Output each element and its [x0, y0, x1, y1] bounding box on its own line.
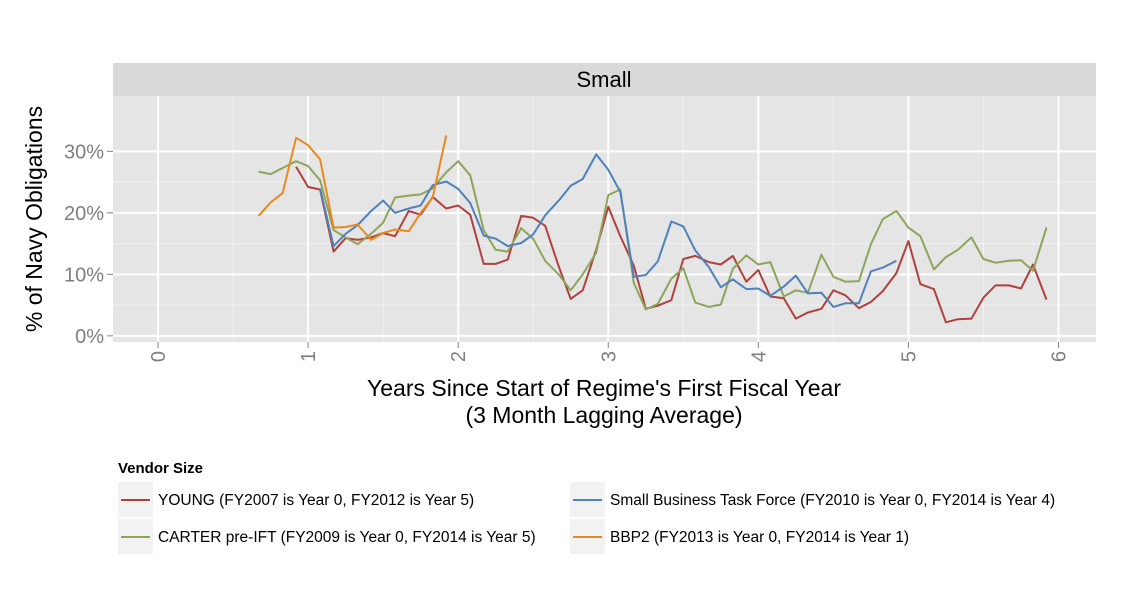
grid-minor: [113, 96, 1096, 342]
series-line: [257, 135, 448, 241]
facet-strip: [113, 63, 1096, 96]
y-tick-label: 30%: [64, 141, 104, 163]
legend-title: Vendor Size: [118, 460, 203, 477]
x-tick-label: 5: [898, 351, 920, 362]
y-tick-label: 20%: [64, 203, 104, 225]
x-axis-title: Years Since Start of Regime's First Fisc…: [367, 375, 841, 401]
x-tick-label: 0: [148, 351, 170, 362]
y-tick-label: 0%: [75, 326, 104, 348]
series-line: [319, 153, 897, 308]
x-axis-subtitle: (3 Month Lagging Average): [465, 402, 742, 428]
y-axis-title: % of Navy Obligations: [21, 106, 47, 332]
x-tick-label: 1: [298, 351, 320, 362]
legend-label: Small Business Task Force (FY2010 is Yea…: [610, 492, 1055, 509]
facet-label: Small: [576, 67, 631, 92]
legend: Vendor Size YOUNG (FY2007 is Year 0, FY2…: [118, 460, 1055, 554]
x-tick-label: 3: [598, 351, 620, 362]
series-line: [258, 160, 1048, 311]
series-lines: [257, 135, 1048, 324]
legend-label: BBP2 (FY2013 is Year 0, FY2014 is Year 1…: [610, 529, 909, 546]
x-axis-ticks: 0 1 2 3 4 5 6: [148, 342, 1070, 362]
x-tick-label: 6: [1048, 351, 1070, 362]
legend-label: YOUNG (FY2007 is Year 0, FY2012 is Year …: [158, 492, 474, 509]
y-axis-ticks: 0% 10% 20% 30%: [64, 141, 113, 348]
y-tick-label: 10%: [64, 264, 104, 286]
legend-label: CARTER pre-IFT (FY2009 is Year 0, FY2014…: [158, 529, 536, 546]
x-tick-label: 2: [448, 351, 470, 362]
x-tick-label: 4: [748, 351, 770, 362]
series-line: [295, 166, 1048, 324]
